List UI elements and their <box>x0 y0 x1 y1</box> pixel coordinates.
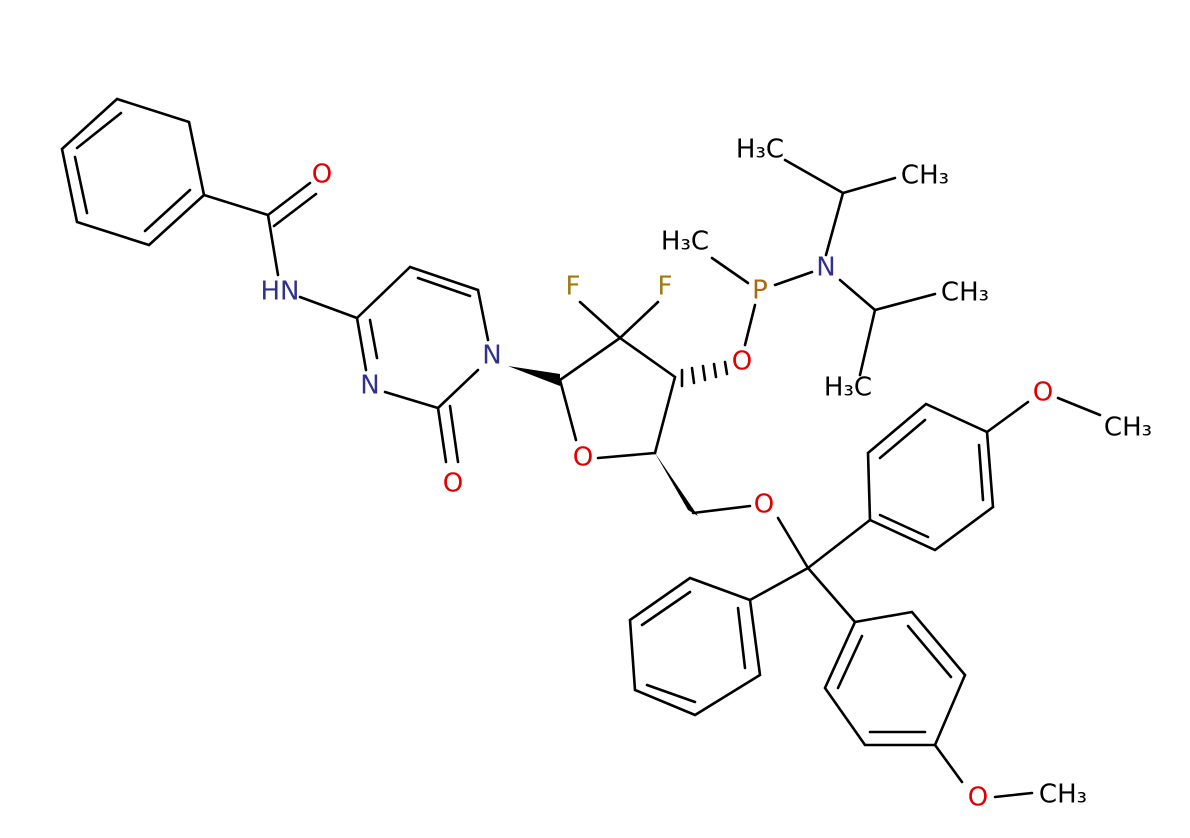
atom-label: CH₃ <box>901 161 949 191</box>
atom-label: CH₃ <box>1104 413 1152 443</box>
atom-label: N <box>360 371 379 401</box>
atom-labels: O HN N N O F F O O P H₃C N H₃C CH₃ CH₃ H… <box>261 135 1153 813</box>
atom-label: H₃C <box>824 373 872 403</box>
atom-label: CH₃ <box>941 278 989 308</box>
atom-label: F <box>566 272 581 302</box>
atom-label: CH₃ <box>1039 780 1087 810</box>
atom-label: O <box>443 469 463 499</box>
atom-label: P <box>752 276 768 306</box>
atom-label: O <box>754 490 774 520</box>
atom-label: H₃C <box>661 227 709 257</box>
atom-label: O <box>968 783 988 813</box>
atom-label: O <box>573 443 593 473</box>
atom-label: HN <box>261 277 300 307</box>
atom-label: O <box>1033 378 1053 408</box>
atom-label: F <box>658 272 673 302</box>
atom-label: N <box>816 253 835 283</box>
atom-label: H₃C <box>736 135 784 165</box>
atom-label: O <box>312 160 332 190</box>
atom-label: N <box>482 341 501 371</box>
atom-label: O <box>732 347 752 377</box>
bonds <box>60 97 1102 799</box>
